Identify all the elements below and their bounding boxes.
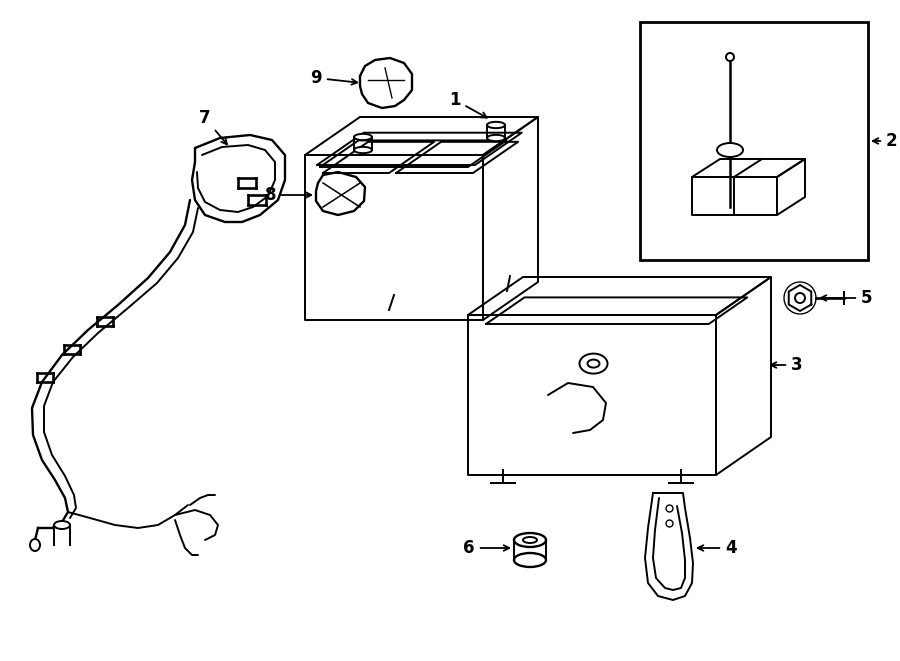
Circle shape — [726, 53, 734, 61]
Text: 7: 7 — [199, 109, 227, 144]
Text: 5: 5 — [821, 289, 872, 307]
Text: 6: 6 — [464, 539, 509, 557]
Text: 1: 1 — [449, 91, 487, 118]
Ellipse shape — [354, 147, 372, 153]
Text: 2: 2 — [873, 132, 897, 150]
Text: 8: 8 — [265, 186, 311, 204]
Ellipse shape — [30, 539, 40, 551]
Text: 4: 4 — [698, 539, 736, 557]
Text: 9: 9 — [310, 69, 357, 87]
Text: 3: 3 — [770, 356, 803, 374]
Ellipse shape — [514, 553, 546, 567]
Ellipse shape — [487, 122, 505, 128]
Ellipse shape — [580, 354, 608, 373]
Bar — [640, 22, 868, 260]
Circle shape — [784, 282, 816, 314]
Ellipse shape — [54, 521, 70, 529]
Ellipse shape — [523, 537, 537, 543]
Ellipse shape — [588, 360, 599, 368]
Ellipse shape — [514, 533, 546, 547]
Ellipse shape — [354, 134, 372, 140]
Ellipse shape — [717, 143, 743, 157]
Ellipse shape — [487, 135, 505, 141]
Circle shape — [795, 293, 805, 303]
